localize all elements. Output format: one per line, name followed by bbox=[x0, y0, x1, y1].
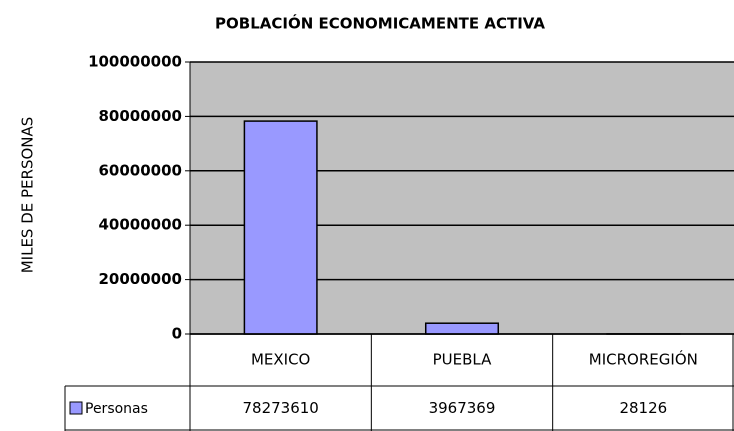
chart-title: POBLACIÓN ECONOMICAMENTE ACTIVA bbox=[215, 14, 545, 33]
x-tick-label: PUEBLA bbox=[433, 351, 492, 369]
x-tick-label: MEXICO bbox=[251, 351, 310, 369]
data-table-value: 3967369 bbox=[429, 399, 496, 417]
y-tick-label: 60000000 bbox=[99, 161, 183, 179]
y-tick-label: 0 bbox=[172, 325, 182, 343]
y-tick-label: 40000000 bbox=[99, 216, 183, 234]
x-tick-label: MICROREGIÓN bbox=[589, 350, 698, 369]
legend-swatch bbox=[69, 401, 83, 415]
data-table-value: 28126 bbox=[619, 399, 667, 417]
bar bbox=[243, 120, 318, 335]
bar bbox=[424, 322, 500, 335]
data-table-value: 78273610 bbox=[242, 399, 318, 417]
legend-label: Personas bbox=[85, 401, 148, 417]
y-tick-label: 80000000 bbox=[99, 107, 183, 125]
y-axis-label: MILES DE PERSONAS bbox=[19, 117, 37, 274]
y-tick-label: 100000000 bbox=[88, 53, 182, 71]
y-tick-label: 20000000 bbox=[99, 270, 183, 288]
